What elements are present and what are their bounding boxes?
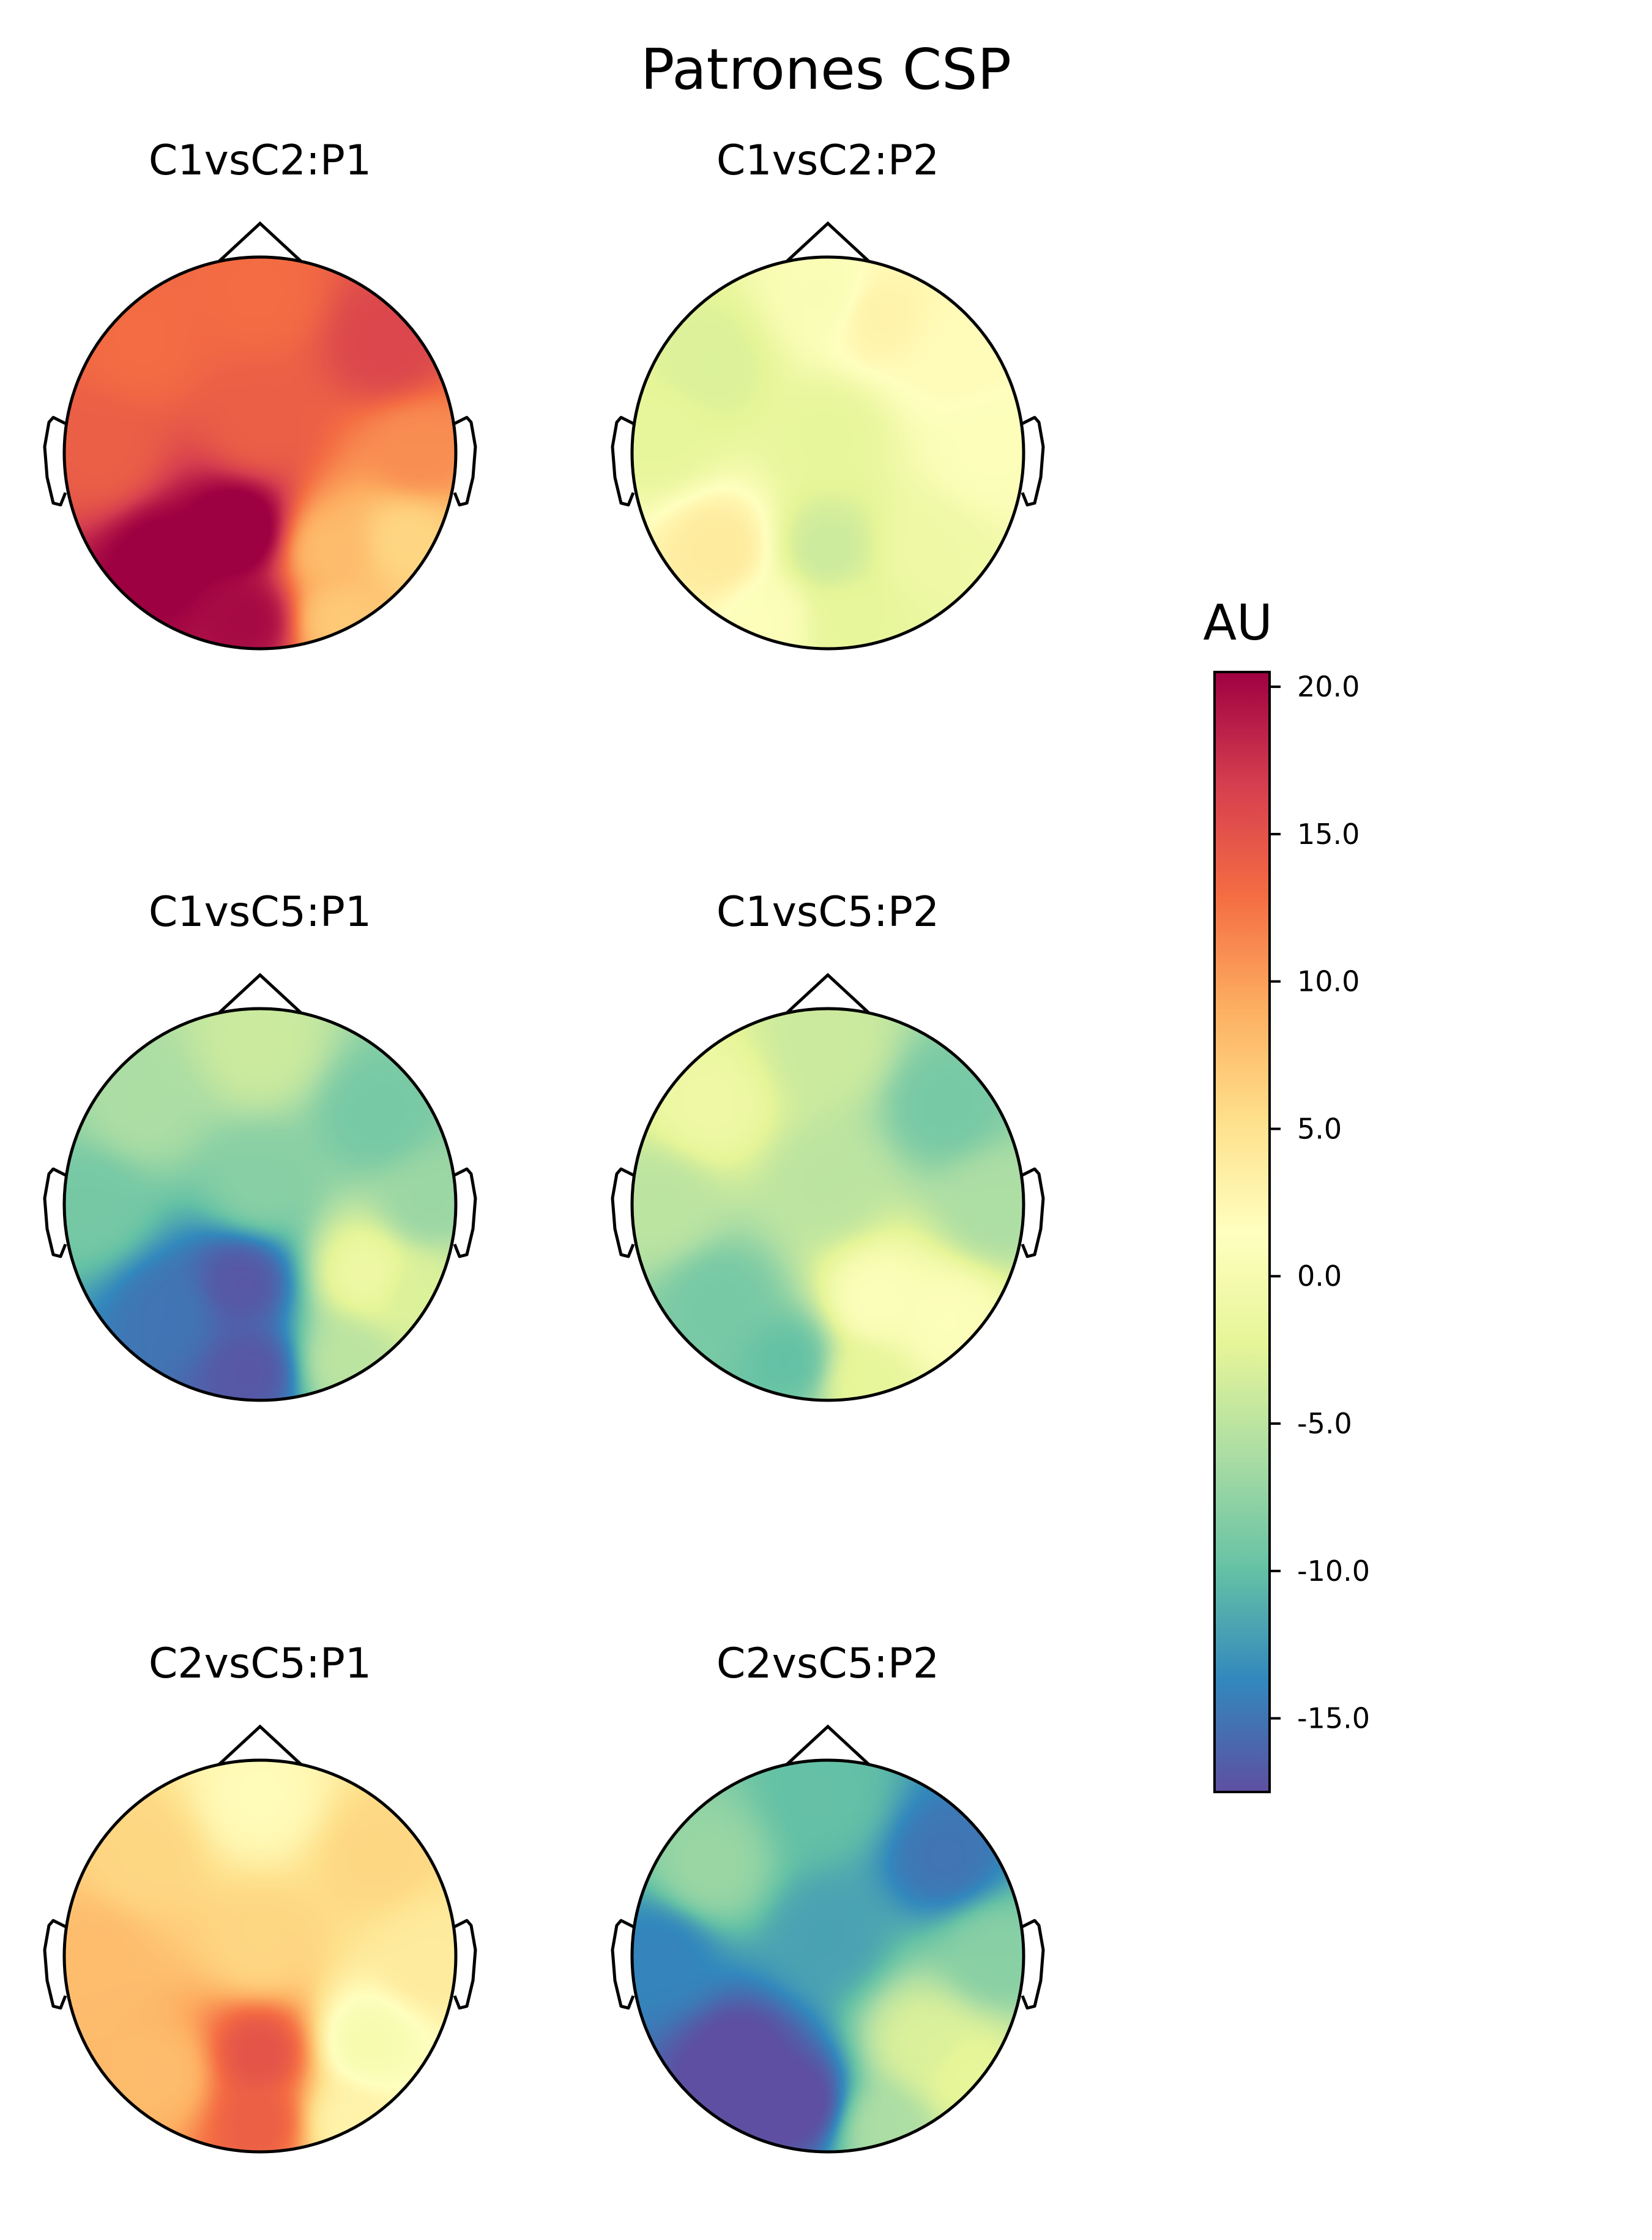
head-outline: [62, 1758, 458, 2154]
topomap-title: C1vsC2:P2: [716, 136, 939, 185]
topomap: C2vsC5:P2: [611, 1640, 1045, 2154]
colorbar-tick-label: -10.0: [1297, 1555, 1370, 1588]
topomap-heatmap: [64, 257, 456, 649]
colorbar-tick-label: -15.0: [1297, 1702, 1370, 1735]
nose-outline: [218, 1724, 302, 1766]
head-outline: [630, 255, 1025, 651]
colorbar-tick-label: -5.0: [1297, 1407, 1352, 1440]
topomap: C1vsC2:P2: [611, 136, 1045, 651]
colorbar-tick-label: 5.0: [1297, 1112, 1342, 1145]
colorbar-label: AU: [1203, 594, 1272, 651]
colorbar-tick-label: 10.0: [1297, 965, 1360, 998]
topomap-heatmap: [632, 1009, 1024, 1400]
left-ear-outline: [611, 1919, 635, 2010]
head-outline: [630, 1758, 1025, 2154]
nose-outline: [218, 221, 302, 263]
topomap-title: C1vsC5:P1: [149, 888, 371, 936]
right-ear-outline: [1021, 1167, 1045, 1258]
left-ear-outline: [43, 1167, 67, 1258]
topomap-title: C2vsC5:P2: [716, 1640, 939, 1688]
left-ear-outline: [611, 1167, 635, 1258]
left-ear-outline: [43, 1919, 67, 2010]
colorbar-tick-label: 0.0: [1297, 1260, 1342, 1293]
right-ear-outline: [453, 1167, 477, 1258]
topomap-heatmap: [64, 1009, 456, 1400]
topomap-heatmap: [632, 257, 1024, 649]
head-outline: [630, 1007, 1025, 1402]
topomap: C1vsC2:P1: [43, 136, 477, 651]
nose-outline: [218, 973, 302, 1014]
colorbar-tick-label: 20.0: [1297, 670, 1360, 703]
figure-title: Patrones CSP: [641, 37, 1011, 102]
head-outline: [62, 255, 458, 651]
topomap: C2vsC5:P1: [43, 1640, 477, 2154]
colorbar-tick-label: 15.0: [1297, 818, 1360, 851]
right-ear-outline: [1021, 416, 1045, 507]
topomap-title: C1vsC5:P2: [716, 888, 939, 936]
topomap-title: C2vsC5:P1: [149, 1640, 371, 1688]
topomap-grid: C1vsC2:P1 C1vsC2:P2 C1vsC5:P1 C1vsC5:P2 C2vs…: [43, 136, 1045, 2154]
left-ear-outline: [43, 416, 67, 507]
topomap-heatmap: [632, 1760, 1024, 2152]
right-ear-outline: [453, 416, 477, 507]
nose-outline: [786, 973, 870, 1014]
right-ear-outline: [453, 1919, 477, 2010]
topomap-title: C1vsC2:P1: [149, 136, 371, 185]
nose-outline: [786, 1724, 870, 1766]
nose-outline: [786, 221, 870, 263]
colorbar-gradient: [1213, 671, 1271, 1793]
topomap: C1vsC5:P2: [611, 888, 1045, 1402]
right-ear-outline: [1021, 1919, 1045, 2010]
topomap-heatmap: [64, 1760, 456, 2152]
left-ear-outline: [611, 416, 635, 507]
colorbar: AU 20.0 15.0 10.0 5.0 0.0 -5.0 -10.0 -15.0: [1203, 594, 1370, 1793]
topomap: C1vsC5:P1: [43, 888, 477, 1402]
head-outline: [62, 1007, 458, 1402]
